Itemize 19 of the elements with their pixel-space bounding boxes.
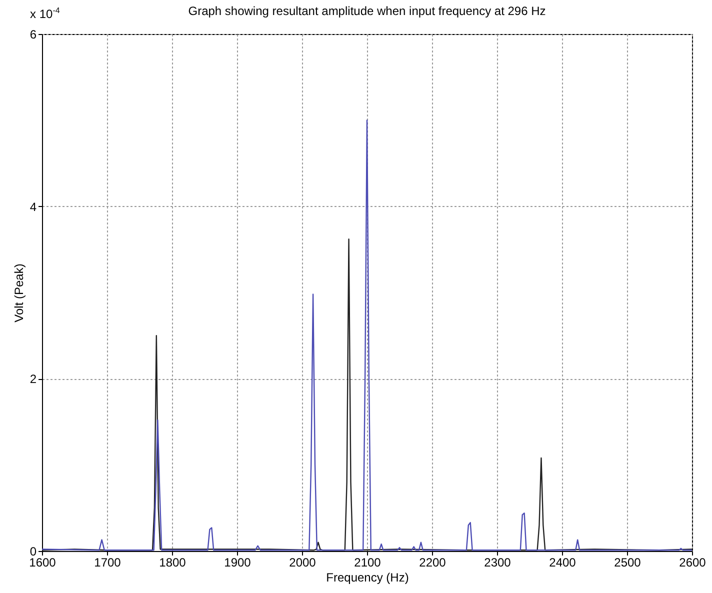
- x-tick-label: 1900: [224, 556, 252, 570]
- x-tick-label: 2400: [549, 556, 576, 570]
- y-tick-label: 4: [30, 200, 37, 214]
- x-tick-label: 2000: [289, 556, 316, 570]
- x-tick-label: 1800: [159, 556, 186, 570]
- x-axis-title: Frequency (Hz): [326, 570, 409, 584]
- y-tick-label: 2: [30, 372, 37, 386]
- y-axis-title: Volt (Peak): [12, 264, 26, 322]
- y-tick-label: 6: [30, 28, 37, 42]
- x-tick-label: 2100: [354, 556, 382, 570]
- x-tick-label: 2600: [679, 556, 706, 570]
- y-tick-label: 0: [30, 544, 37, 558]
- x-tick-label: 1600: [29, 556, 56, 570]
- x-tick-label: 2300: [484, 556, 512, 570]
- x-tick-label: 2200: [419, 556, 446, 570]
- chart-title: Graph showing resultant amplitude when input frequency at 296 Hz: [188, 4, 546, 18]
- x-tick-label: 2500: [614, 556, 642, 570]
- x-tick-label: 1700: [94, 556, 122, 570]
- text: x 10$^{-4}$: [30, 6, 60, 21]
